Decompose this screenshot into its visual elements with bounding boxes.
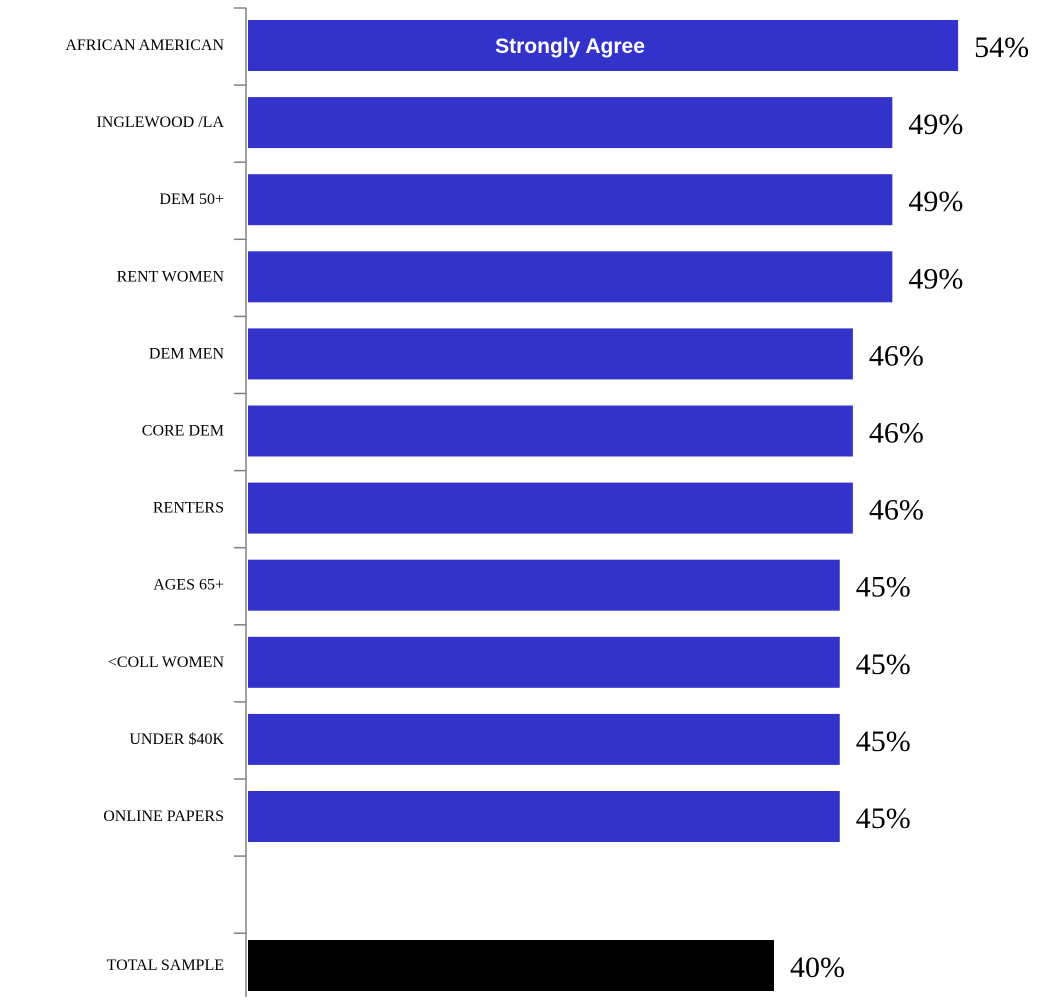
bar: [248, 328, 853, 380]
bar: [248, 174, 893, 226]
category-label: ONLINE PAPERS: [103, 808, 224, 825]
value-label: 46%: [869, 494, 924, 527]
value-label: 54%: [974, 31, 1029, 64]
category-label: <COLL WOMEN: [108, 654, 225, 671]
value-labels: 54% 49% 49% 49% 46% 46% 46% 45% 45% 45% 45% 40%: [790, 31, 1029, 984]
category-label: UNDER $40K: [129, 731, 224, 748]
category-label: DEM 50+: [159, 191, 224, 208]
category-labels: AFRICAN AMERICAN INGLEWOOD /LA DEM 50+ RENT…: [65, 37, 224, 974]
bar: [248, 405, 853, 457]
legend-strongly-agree: Strongly Agree: [495, 35, 645, 58]
value-label: 40%: [790, 951, 845, 984]
category-label: INGLEWOOD /LA: [96, 114, 224, 131]
y-axis-ticks: [234, 7, 246, 934]
bar: [248, 713, 840, 765]
bars: [248, 20, 959, 991]
category-label: RENTERS: [153, 500, 224, 517]
value-label: 45%: [856, 802, 911, 835]
category-label: AGES 65+: [153, 577, 224, 594]
bar: [248, 559, 840, 611]
value-label: 45%: [856, 648, 911, 681]
bar: [248, 636, 840, 688]
bar: [248, 940, 774, 991]
category-label: AFRICAN AMERICAN: [65, 37, 224, 54]
value-label: 45%: [856, 725, 911, 758]
value-label: 46%: [869, 339, 924, 372]
category-label: DEM MEN: [149, 345, 225, 362]
bar: [248, 20, 959, 71]
value-label: 49%: [908, 185, 963, 218]
bar: [248, 251, 893, 303]
category-label: TOTAL SAMPLE: [107, 957, 224, 974]
bar: [248, 791, 840, 842]
category-label: CORE DEM: [142, 423, 224, 440]
category-label: RENT WOMEN: [117, 268, 225, 285]
value-label: 46%: [869, 417, 924, 450]
value-label: 49%: [908, 108, 963, 141]
value-label: 45%: [856, 571, 911, 604]
bar: [248, 482, 853, 534]
value-label: 49%: [908, 262, 963, 295]
bar: [248, 97, 893, 149]
